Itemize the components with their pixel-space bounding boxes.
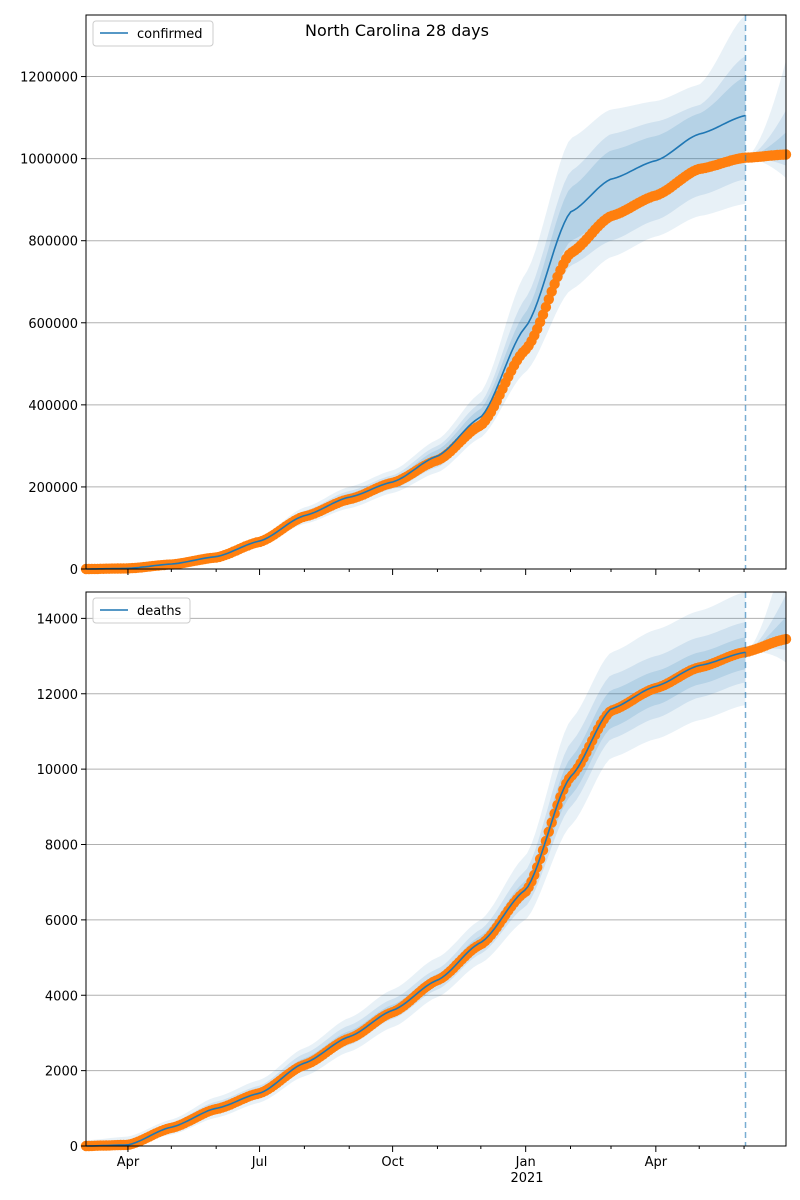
- top-x-axis-ticks: [127, 569, 745, 575]
- bottom-y-axis-ticks: 0 2000 4000 6000 8000 10000 12000 14000: [37, 612, 86, 1155]
- bottom-legend-box: [92, 597, 191, 624]
- bottom-plot-frame: [85, 591, 787, 1147]
- confirmed-panel: 020000040000060000080000010000001200000 …: [20, 14, 792, 578]
- bottom-legend: deaths: [92, 597, 191, 624]
- x-tick-label: Jan: [515, 1155, 536, 1170]
- y-tick-label: 800000: [28, 235, 78, 250]
- x-tick-label: Apr: [645, 1155, 668, 1170]
- observed-point: [540, 301, 552, 313]
- confirmed-model-line: [86, 114, 746, 570]
- y-tick-label: 6000: [45, 914, 78, 929]
- confidence-band: [86, 76, 746, 569]
- bottom-x-axis-ticks: Apr Jul Oct Jan Apr: [117, 1146, 745, 1170]
- deaths-panel: 0 2000 4000 6000 8000 10000 12000 14000 Apr Jul O…: [37, 591, 792, 1186]
- top-legend: confirmed: [92, 20, 214, 47]
- x-tick-label: Jul: [251, 1155, 268, 1170]
- top-legend-label: confirmed: [137, 27, 203, 42]
- figure-title: North Carolina 28 days: [305, 21, 489, 40]
- y-tick-label: 10000: [37, 763, 78, 778]
- confidence-band: [86, 592, 746, 1146]
- deaths-model-line: [85, 651, 746, 1147]
- y-tick-label: 0: [70, 563, 78, 578]
- confidence-band: [86, 622, 746, 1146]
- confidence-band: [86, 56, 746, 569]
- confidence-band: [86, 15, 746, 569]
- y-tick-label: 0: [70, 1140, 78, 1155]
- y-tick-label: 14000: [37, 612, 78, 627]
- top-y-axis-ticks: 0 200000 400000 600000 800000 1000000 1200000: [20, 71, 86, 578]
- x-axis-year-label: 2021: [510, 1171, 543, 1186]
- y-tick-label: 400000: [28, 399, 78, 414]
- top-legend-box: [92, 20, 214, 47]
- x-tick-label: Oct: [381, 1155, 403, 1170]
- y-tick-label: 12000: [37, 688, 78, 703]
- y-tick-label: 1000000: [20, 153, 78, 168]
- top-plot-frame: [85, 14, 787, 570]
- y-tick-label: 2000: [45, 1065, 78, 1080]
- y-tick-label: 8000: [45, 839, 78, 854]
- y-tick-label: 600000: [28, 317, 78, 332]
- y-tick-label: 4000: [45, 989, 78, 1004]
- forecast-band: [745, 60, 786, 179]
- y-tick-label: 1200000: [20, 71, 78, 86]
- y-tick-label: 200000: [28, 481, 78, 496]
- x-tick-label: Apr: [117, 1155, 140, 1170]
- bottom-legend-label: deaths: [137, 604, 182, 619]
